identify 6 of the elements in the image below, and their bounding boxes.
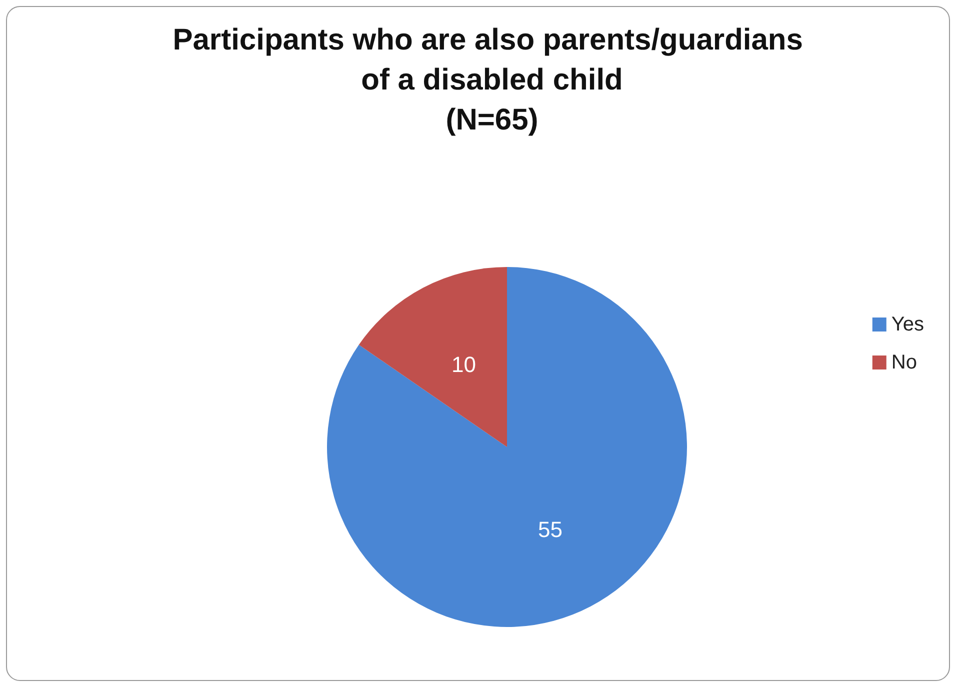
data-label: 10 xyxy=(452,352,476,378)
data-label: 55 xyxy=(538,516,562,542)
chart-title: Participants who are also parents/guardians of a disabled child xyxy=(172,24,812,96)
legend-label: No xyxy=(891,352,917,374)
chart-subtitle: (N=65) xyxy=(446,104,538,136)
legend-label: Yes xyxy=(891,314,924,336)
